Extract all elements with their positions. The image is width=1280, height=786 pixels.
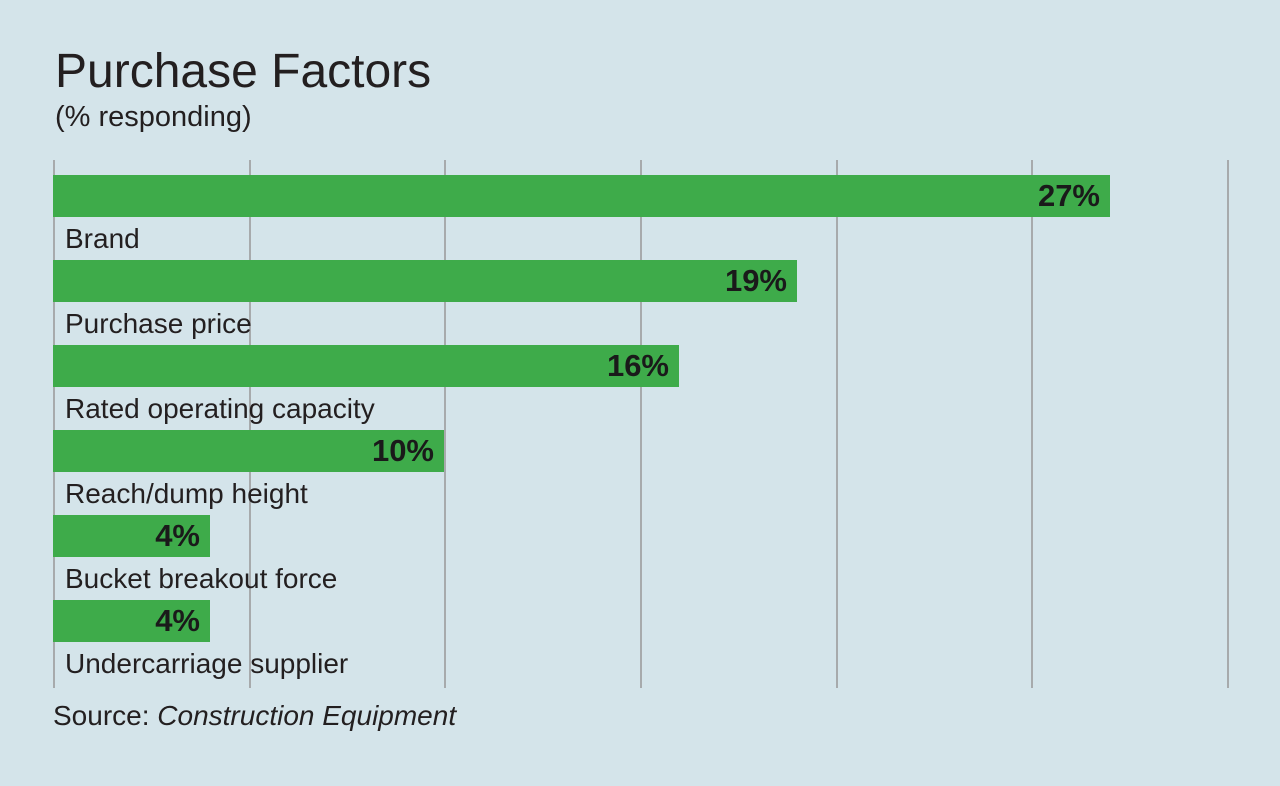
bar-value-label: 4% <box>155 603 200 638</box>
gridline <box>1227 160 1229 688</box>
bar: 27% <box>53 175 1110 217</box>
chart-title: Purchase Factors <box>55 45 432 98</box>
bar-row: 19% Purchase price <box>53 260 1239 345</box>
gridline <box>836 160 838 688</box>
bar: 10% <box>53 430 444 472</box>
plot-area: 27% Brand 19% Purchase price 16% Rated operat… <box>53 160 1239 688</box>
gridline <box>249 160 251 688</box>
gridline <box>1031 160 1033 688</box>
category-label: Purchase price <box>65 307 252 339</box>
bar: 16% <box>53 345 679 387</box>
bar: 4% <box>53 600 210 642</box>
bar-value-label: 16% <box>606 348 669 383</box>
gridline <box>53 160 55 688</box>
bar-rows: 27% Brand 19% Purchase price 16% Rated operat… <box>53 175 1239 688</box>
category-label: Brand <box>65 222 140 254</box>
bar: 4% <box>53 515 210 557</box>
category-label: Reach/dump height <box>65 477 308 509</box>
gridline <box>444 160 446 688</box>
bar-value-label: 19% <box>724 263 787 298</box>
bar-value-label: 27% <box>1037 178 1100 213</box>
source-publication: Construction Equipment <box>157 700 457 731</box>
bar-row: 4% Bucket breakout force <box>53 515 1239 600</box>
chart-subtitle: (% responding) <box>55 100 252 133</box>
bar-value-label: 4% <box>155 518 200 553</box>
bar-row: 16% Rated operating capacity <box>53 345 1239 430</box>
bar-row: 10% Reach/dump height <box>53 430 1239 515</box>
category-label: Bucket breakout force <box>65 562 338 594</box>
chart-header: Purchase Factors (% responding) <box>0 0 1280 135</box>
source-line: Source: Construction Equipment <box>53 700 456 732</box>
category-label: Undercarriage supplier <box>65 647 349 679</box>
gridline <box>640 160 642 688</box>
bar: 19% <box>53 260 797 302</box>
bar-row: 4% Undercarriage supplier <box>53 600 1239 685</box>
bar-row: 27% Brand <box>53 175 1239 260</box>
source-prefix: Source: <box>53 700 158 731</box>
bar-value-label: 10% <box>371 433 434 468</box>
category-label: Rated operating capacity <box>65 392 375 424</box>
